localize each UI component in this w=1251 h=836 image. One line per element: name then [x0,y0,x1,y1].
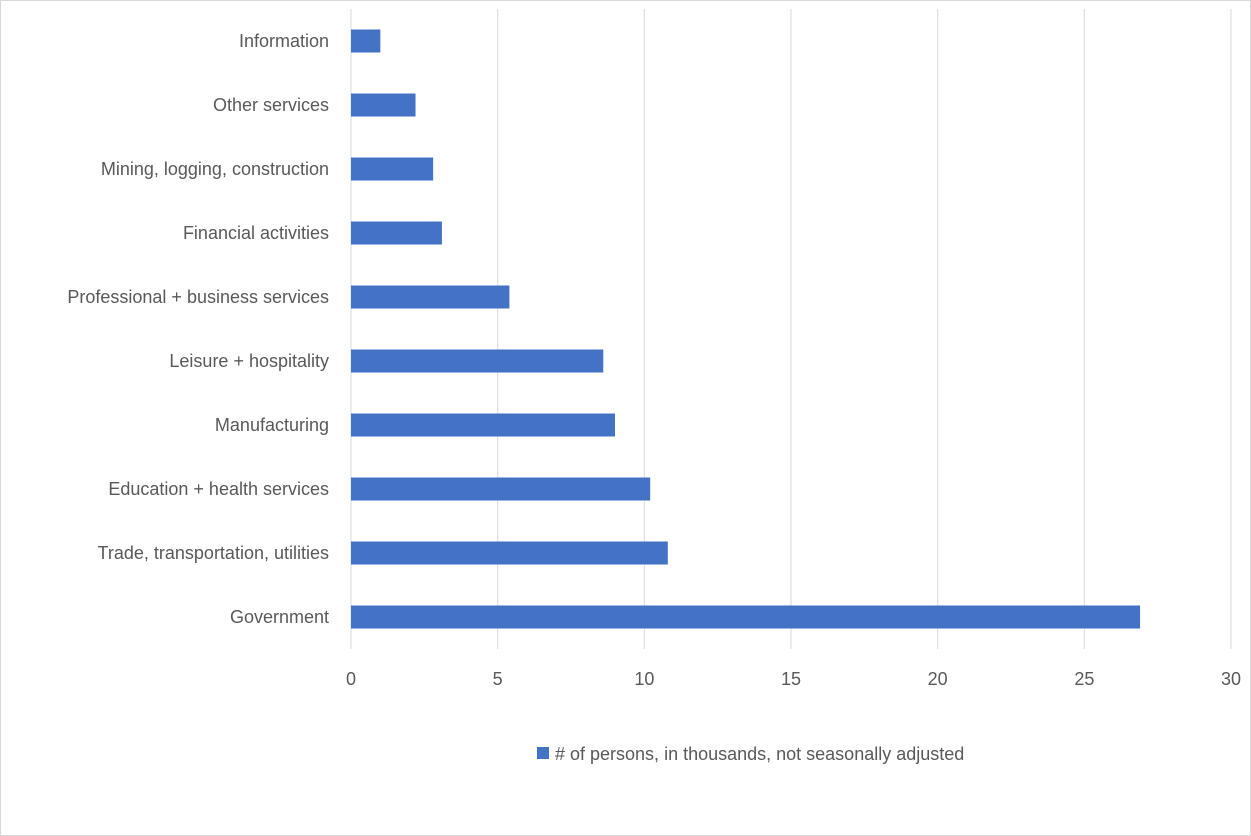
bar [351,94,416,117]
category-label: Manufacturing [215,415,329,435]
bar [351,606,1140,629]
x-tick-label: 10 [634,669,654,689]
category-label: Other services [213,95,329,115]
x-tick-label: 20 [928,669,948,689]
x-tick-label: 5 [493,669,503,689]
category-label: Professional + business services [67,287,329,307]
category-label: Information [239,31,329,51]
category-label: Mining, logging, construction [101,159,329,179]
bar [351,478,650,501]
category-label: Government [230,607,329,627]
category-label: Financial activities [183,223,329,243]
legend: # of persons, in thousands, not seasonal… [537,744,964,764]
x-tick-label: 0 [346,669,356,689]
category-label: Leisure + hospitality [169,351,329,371]
bar [351,542,668,565]
bar [351,30,380,53]
x-axis-tick-labels: 0 5 10 15 20 25 30 [346,669,1241,689]
legend-swatch [537,747,549,759]
category-label: Education + health services [108,479,329,499]
bar [351,350,603,373]
bars [351,30,1140,629]
category-label: Trade, transportation, utilities [98,543,329,563]
category-labels: Information Other services Mining, logging… [67,31,329,627]
x-tick-label: 25 [1074,669,1094,689]
x-tick-label: 30 [1221,669,1241,689]
bar [351,222,442,245]
bar [351,286,509,309]
bar [351,158,433,181]
legend-label: # of persons, in thousands, not seasonal… [555,744,964,764]
x-tick-label: 15 [781,669,801,689]
bar [351,414,615,437]
